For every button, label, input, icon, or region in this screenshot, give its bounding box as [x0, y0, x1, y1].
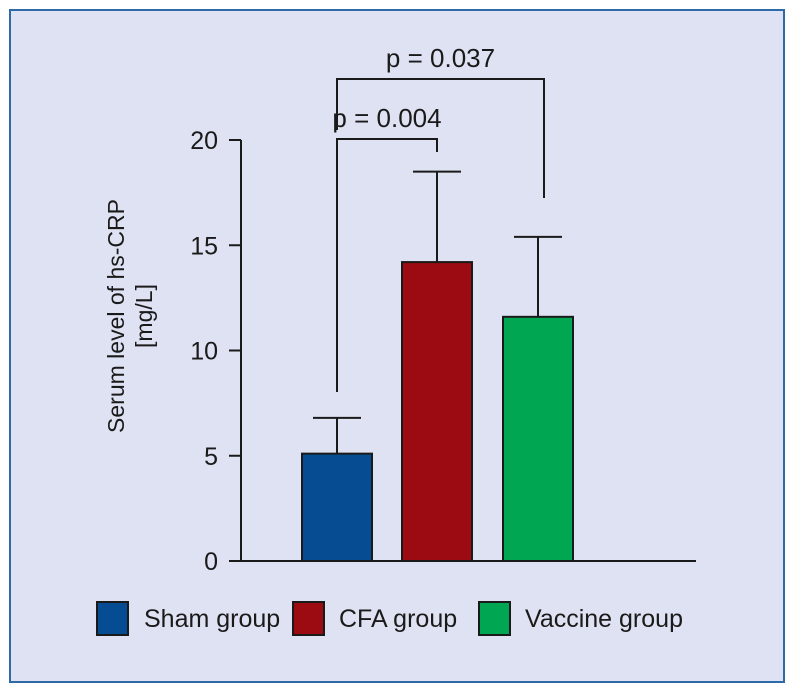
y-tick-label-5: 5 [204, 443, 218, 471]
y-tick-label-20: 20 [190, 127, 218, 155]
bar-vaccine-group [502, 315, 574, 562]
significance-bracket-1 [336, 78, 545, 198]
bar-sham-group [301, 452, 373, 562]
bar-cfa-group [401, 261, 473, 562]
legend: Sham group CFA group Vaccine group [96, 601, 683, 636]
chart-frame [9, 9, 785, 683]
bars [301, 261, 574, 562]
y-axis-label-line1: Serum level of hs-CRP [103, 199, 129, 433]
y-axis-label-line2: [mg/L] [131, 284, 157, 348]
significance-brackets: p = 0.004 p = 0.037 [332, 43, 545, 392]
legend-swatch-2 [478, 601, 511, 636]
legend-label-1: CFA group [339, 605, 457, 633]
y-tick-label-0: 0 [204, 548, 218, 576]
y-axis: 0 5 10 15 20 [190, 127, 242, 576]
significance-label-0: p = 0.004 [332, 103, 441, 133]
error-bars [313, 170, 562, 454]
y-tick-label-10: 10 [190, 338, 218, 366]
legend-swatch-0 [96, 601, 129, 636]
significance-bracket-0 [336, 138, 438, 392]
legend-label-0: Sham group [144, 605, 280, 633]
significance-label-1: p = 0.037 [386, 43, 495, 73]
legend-label-2: Vaccine group [525, 605, 683, 633]
y-axis-label: Serum level of hs-CRP [mg/L] [103, 199, 157, 433]
y-tick-label-15: 15 [190, 232, 218, 260]
legend-swatch-1 [292, 601, 325, 636]
